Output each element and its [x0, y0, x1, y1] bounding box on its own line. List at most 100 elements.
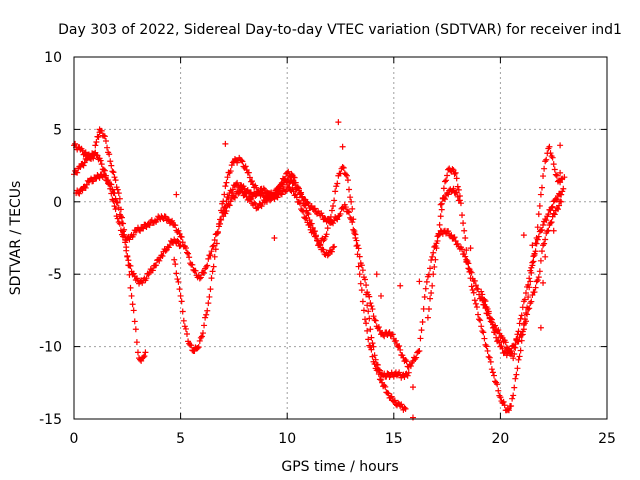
data-point	[114, 186, 121, 193]
data-point	[323, 231, 330, 238]
data-point	[517, 315, 524, 322]
data-point	[378, 376, 385, 383]
data-point	[445, 228, 452, 235]
data-point	[392, 337, 399, 344]
data-point	[204, 262, 211, 269]
x-tick-label: 0	[70, 431, 79, 447]
data-point	[433, 240, 440, 247]
data-point	[199, 330, 206, 337]
data-point	[353, 237, 360, 244]
data-point	[514, 365, 521, 372]
data-point	[384, 389, 391, 396]
data-point	[516, 353, 523, 360]
data-point	[429, 253, 436, 260]
data-point	[271, 235, 278, 241]
data-point	[149, 267, 156, 274]
data-point	[127, 262, 134, 269]
data-point	[463, 256, 470, 263]
data-point	[124, 252, 131, 259]
y-tick-label: -5	[48, 267, 62, 283]
data-point	[166, 241, 173, 248]
data-point	[527, 267, 534, 274]
data-point	[487, 358, 494, 365]
data-point	[496, 339, 503, 346]
data-point	[355, 245, 362, 252]
data-point	[359, 267, 366, 274]
data-point	[132, 326, 139, 333]
data-point	[367, 326, 374, 333]
data-point	[456, 197, 463, 204]
data-point	[525, 306, 532, 313]
data-point	[522, 310, 529, 317]
data-point	[196, 337, 203, 344]
data-point	[529, 259, 536, 266]
data-point	[109, 168, 116, 175]
data-point	[211, 236, 218, 243]
data-point	[388, 393, 395, 400]
data-point	[261, 186, 268, 193]
data-point	[88, 154, 95, 161]
data-point	[218, 216, 225, 223]
data-point	[249, 178, 256, 185]
data-point	[471, 277, 478, 284]
data-point	[531, 252, 538, 259]
data-point	[428, 290, 435, 297]
data-point	[363, 291, 370, 298]
data-point	[186, 254, 193, 261]
data-point	[258, 203, 265, 210]
data-point	[409, 384, 416, 391]
data-point	[242, 163, 249, 170]
data-point	[256, 190, 263, 197]
data-point	[441, 196, 448, 203]
x-tick-label: 10	[278, 431, 296, 447]
data-point	[291, 179, 298, 186]
data-point	[306, 221, 313, 228]
data-point	[382, 383, 389, 390]
data-point	[286, 184, 293, 191]
data-point	[209, 268, 216, 275]
data-point	[413, 354, 420, 361]
data-point	[375, 324, 382, 331]
data-point	[156, 257, 163, 264]
data-point	[460, 220, 467, 227]
data-point	[536, 268, 543, 275]
data-point	[529, 242, 536, 249]
data-point	[407, 363, 414, 370]
data-point	[305, 200, 312, 207]
data-point	[208, 248, 215, 255]
data-point	[234, 179, 241, 186]
data-point	[101, 172, 108, 179]
data-point	[538, 227, 545, 234]
data-point	[437, 201, 444, 208]
data-point	[305, 211, 312, 218]
data-point	[543, 217, 550, 224]
data-point	[194, 345, 201, 352]
data-point	[127, 284, 134, 291]
data-point	[334, 216, 341, 223]
data-point	[536, 202, 543, 209]
data-point	[476, 316, 483, 323]
data-point	[479, 328, 486, 335]
data-point	[558, 176, 565, 183]
data-point	[312, 233, 319, 240]
data-point	[140, 225, 147, 232]
data-point	[80, 162, 87, 169]
data-point	[482, 298, 489, 305]
data-point	[416, 347, 423, 354]
data-point	[253, 184, 260, 191]
data-point	[543, 156, 550, 163]
data-point	[162, 247, 169, 254]
data-point	[510, 392, 517, 399]
data-point	[374, 361, 381, 368]
data-point	[425, 306, 432, 313]
data-point	[420, 305, 427, 312]
data-point	[421, 294, 428, 301]
data-point	[401, 374, 408, 381]
data-point	[397, 282, 404, 289]
data-point	[349, 219, 356, 226]
data-point	[101, 133, 108, 140]
data-point	[368, 334, 375, 341]
data-point	[471, 297, 478, 304]
data-point	[454, 240, 461, 247]
data-point	[515, 356, 522, 363]
